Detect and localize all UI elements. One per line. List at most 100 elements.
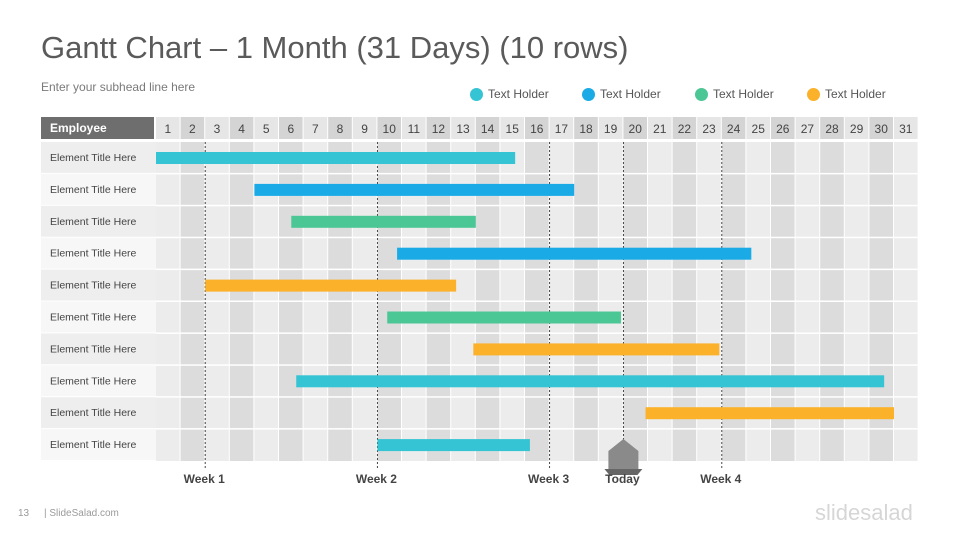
- day-header-cell: [303, 117, 328, 139]
- row-separator: [156, 364, 919, 366]
- gantt-bar: [254, 183, 575, 196]
- day-header-cell: [574, 117, 598, 139]
- legend-item: Text Holder: [807, 86, 886, 102]
- gantt-bar: [645, 407, 894, 420]
- day-header-cell: [254, 117, 278, 139]
- day-number-label: 13: [456, 122, 470, 136]
- today-marker-icon: [608, 439, 639, 469]
- gantt-bar: [156, 152, 516, 164]
- row-title: Element Title Here: [50, 375, 137, 387]
- row-title: Element Title Here: [50, 439, 137, 451]
- day-header-cell: [648, 117, 672, 139]
- row-separator: [156, 396, 919, 398]
- day-number-label: 10: [383, 122, 397, 136]
- day-header-cell: [352, 117, 377, 139]
- day-number-label: 27: [801, 122, 815, 136]
- legend-label: Text Holder: [825, 87, 886, 101]
- week-label: Today: [605, 472, 640, 486]
- gantt-bar: [473, 343, 720, 356]
- day-header-cell: [820, 117, 844, 139]
- week-label: Week 1: [184, 472, 225, 486]
- row-separator: [156, 332, 919, 334]
- gantt-bar: [377, 439, 530, 452]
- day-number-label: 7: [312, 122, 319, 136]
- day-header-cell: [328, 117, 352, 139]
- day-header-cell: [180, 117, 205, 139]
- row-label-cell: [41, 173, 156, 205]
- day-number-label: 30: [875, 122, 889, 136]
- day-number-label: 2: [189, 122, 196, 136]
- day-number-label: 12: [432, 122, 446, 136]
- employee-header-label: Employee: [50, 121, 107, 135]
- day-number-label: 14: [481, 122, 495, 136]
- day-number-label: 31: [899, 122, 913, 136]
- row-title: Element Title Here: [50, 312, 137, 324]
- legend-label: Text Holder: [488, 87, 549, 101]
- day-number-label: 16: [530, 122, 544, 136]
- row-title: Element Title Here: [50, 280, 137, 292]
- row-separator: [156, 428, 919, 430]
- day-number-label: 28: [825, 122, 839, 136]
- day-number-label: 25: [752, 122, 766, 136]
- gantt-bar: [291, 215, 476, 228]
- brand-logo: slidesalad: [815, 500, 913, 525]
- gantt-bar: [387, 311, 621, 324]
- row-label-cell: [41, 333, 156, 365]
- slide-subtitle: Enter your subhead line here: [41, 80, 196, 94]
- footer-site-text: | SlideSalad.com: [44, 508, 119, 519]
- row-title: Element Title Here: [50, 216, 137, 228]
- day-number-label: 8: [337, 122, 344, 136]
- day-header-cell: [500, 117, 524, 139]
- day-number-label: 6: [287, 122, 294, 136]
- day-number-label: 1: [164, 122, 171, 136]
- day-header-cell: [894, 117, 918, 139]
- day-number-label: 9: [361, 122, 368, 136]
- day-number-label: 11: [408, 122, 421, 136]
- legend-item: Text Holder: [582, 86, 661, 102]
- legend-item: Text Holder: [695, 86, 774, 102]
- week-label: Week 2: [356, 472, 397, 486]
- gantt-bar: [296, 375, 885, 388]
- day-number-label: 17: [555, 122, 569, 136]
- row-label-cell: [41, 365, 156, 397]
- row-label-cell: [41, 205, 156, 237]
- row-label-cell: [41, 269, 156, 301]
- day-header-cell: [549, 117, 574, 139]
- day-header-cell: [844, 117, 869, 139]
- day-number-label: 21: [653, 122, 667, 136]
- day-number-label: 22: [678, 122, 692, 136]
- employee-header-cell: [41, 117, 154, 139]
- legend-color-icon: [807, 87, 820, 101]
- row-label-cell: [41, 142, 156, 173]
- row-title: Element Title Here: [50, 343, 137, 355]
- row-title: Element Title Here: [50, 152, 137, 164]
- day-header-cell: [795, 117, 820, 139]
- today-marker-base: [604, 469, 643, 475]
- day-header-cell: [869, 117, 893, 139]
- page-number: 13: [18, 508, 30, 519]
- gantt-chart: Employee 1 2 3 4 5 6 7 8 9 10 11 12 13 14 15 16 17 18 19 20 2…: [41, 117, 919, 486]
- row-label-cell: [41, 397, 156, 429]
- day-number-label: 4: [238, 122, 245, 136]
- day-header-cell: [721, 117, 746, 139]
- day-header-cell: [205, 117, 229, 139]
- day-number-label: 24: [727, 122, 741, 136]
- day-header-cell: [426, 117, 451, 139]
- day-header-cell: [402, 117, 426, 139]
- row-label-cell: [41, 301, 156, 333]
- gantt-bar: [397, 247, 752, 260]
- day-number-label: 19: [604, 122, 618, 136]
- row-label-cell: [41, 429, 156, 460]
- day-header-cell: [697, 117, 721, 139]
- day-header-cell: [525, 117, 549, 139]
- gantt-bar: [205, 279, 457, 292]
- legend-label: Text Holder: [600, 87, 661, 101]
- day-header-cell: [771, 117, 795, 139]
- day-header-cell: [672, 117, 697, 139]
- day-header-cell: [279, 117, 303, 139]
- row-title: Element Title Here: [50, 184, 137, 196]
- day-number-label: 23: [702, 122, 716, 136]
- day-number-label: 18: [579, 122, 593, 136]
- day-header-cell: [746, 117, 770, 139]
- day-number-label: 5: [263, 122, 270, 136]
